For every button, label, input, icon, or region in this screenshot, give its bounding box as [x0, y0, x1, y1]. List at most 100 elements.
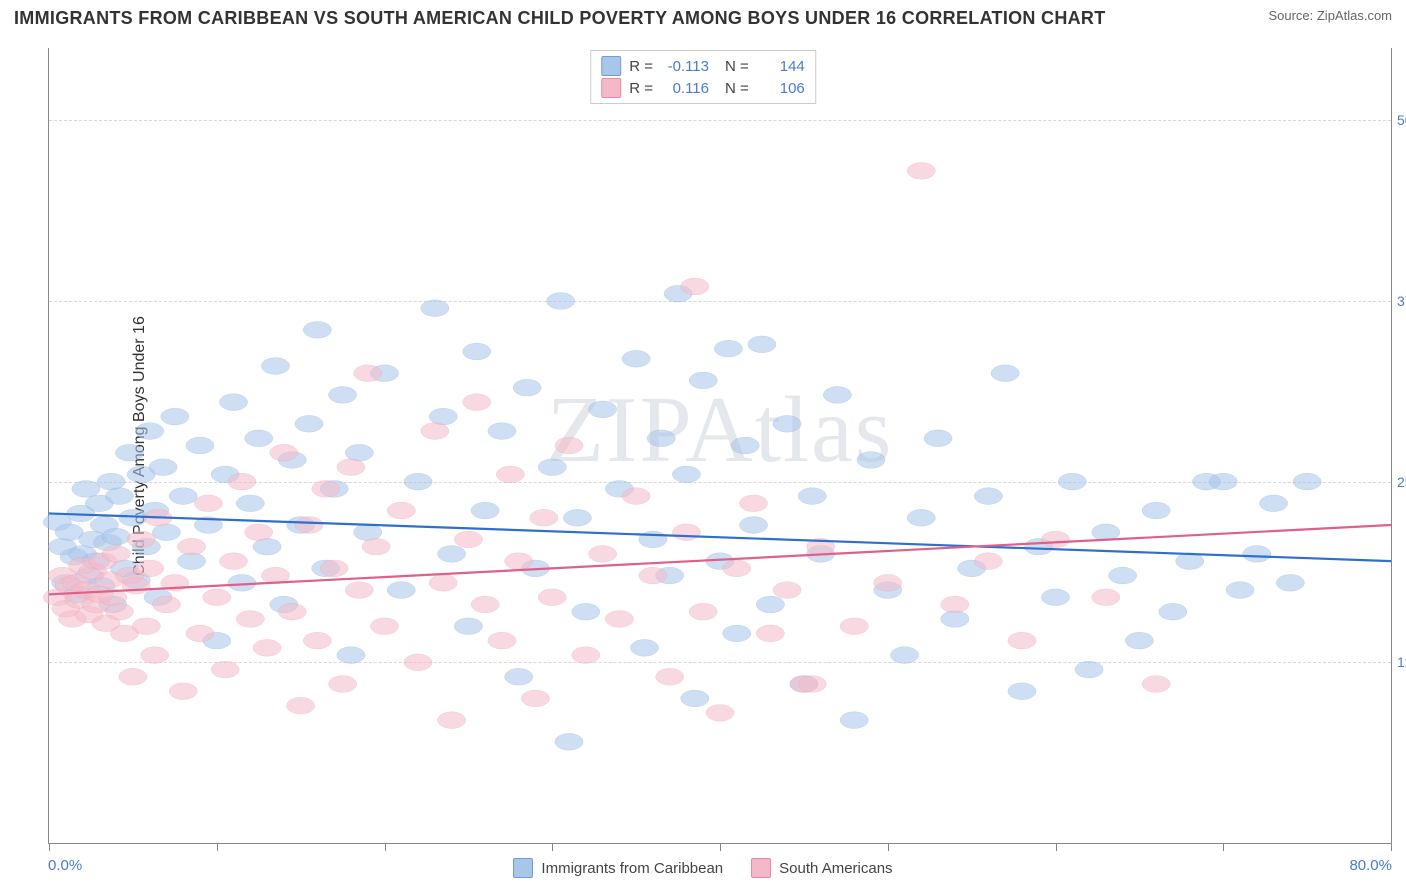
data-point: [1159, 603, 1187, 620]
data-point: [270, 444, 298, 461]
x-tick: [552, 843, 553, 851]
scatter-svg: [49, 48, 1391, 843]
data-point: [890, 647, 918, 664]
legend-r-label: R =: [629, 80, 653, 97]
data-point: [454, 531, 482, 548]
data-point: [874, 574, 902, 591]
data-point: [1142, 676, 1170, 693]
data-point: [1041, 531, 1069, 548]
data-point: [1243, 546, 1271, 563]
data-point: [328, 387, 356, 404]
data-point: [122, 577, 150, 594]
data-point: [1142, 502, 1170, 519]
data-point: [572, 647, 600, 664]
data-point: [991, 365, 1019, 382]
data-point: [773, 415, 801, 432]
data-point: [438, 712, 466, 729]
y-tick-label: 37.5%: [1397, 293, 1406, 309]
data-point: [203, 589, 231, 606]
data-point: [328, 676, 356, 693]
data-point: [161, 408, 189, 425]
data-point: [186, 437, 214, 454]
x-tick: [888, 843, 889, 851]
data-point: [513, 379, 541, 396]
x-tick: [1223, 843, 1224, 851]
data-point: [337, 647, 365, 664]
data-point: [345, 582, 373, 599]
data-point: [194, 495, 222, 512]
data-point: [421, 423, 449, 440]
data-point: [454, 618, 482, 635]
data-point: [974, 553, 1002, 570]
data-point: [974, 488, 1002, 505]
data-point: [496, 466, 524, 483]
data-point: [1109, 567, 1137, 584]
data-point: [941, 596, 969, 613]
data-point: [1209, 473, 1237, 490]
data-point: [538, 589, 566, 606]
data-point: [530, 509, 558, 526]
legend-r-value: -0.113: [661, 58, 709, 75]
legend-n-label: N =: [725, 58, 749, 75]
data-point: [404, 473, 432, 490]
data-point: [295, 517, 323, 534]
data-point: [748, 336, 776, 353]
data-point: [622, 488, 650, 505]
data-point: [463, 394, 491, 411]
data-point: [505, 553, 533, 570]
data-point: [312, 481, 340, 498]
data-point: [714, 340, 742, 357]
data-point: [102, 528, 130, 545]
data-point: [706, 705, 734, 722]
data-point: [689, 372, 717, 389]
data-point: [647, 430, 675, 447]
data-point: [387, 582, 415, 599]
header: IMMIGRANTS FROM CARIBBEAN VS SOUTH AMERI…: [0, 0, 1406, 33]
data-point: [320, 560, 348, 577]
data-point: [236, 611, 264, 628]
legend-row: R =0.116N =106: [601, 77, 805, 99]
legend-r-value: 0.116: [661, 80, 709, 97]
plot-area: ZIPAtlas 12.5%25.0%37.5%50.0%: [48, 48, 1392, 844]
data-point: [1075, 661, 1103, 678]
data-point: [177, 538, 205, 555]
data-point: [672, 466, 700, 483]
data-point: [236, 495, 264, 512]
data-point: [295, 415, 323, 432]
legend-swatch: [601, 56, 621, 76]
data-point: [149, 459, 177, 476]
legend-swatch: [513, 858, 533, 878]
data-point: [488, 423, 516, 440]
data-point: [303, 632, 331, 649]
data-point: [471, 596, 499, 613]
data-point: [739, 495, 767, 512]
data-point: [152, 596, 180, 613]
x-tick: [217, 843, 218, 851]
data-point: [1041, 589, 1069, 606]
data-point: [1276, 574, 1304, 591]
legend-n-label: N =: [725, 80, 749, 97]
data-point: [563, 509, 591, 526]
data-point: [245, 430, 273, 447]
data-point: [345, 444, 373, 461]
data-point: [211, 661, 239, 678]
data-point: [354, 524, 382, 541]
data-point: [823, 387, 851, 404]
data-point: [798, 488, 826, 505]
data-point: [798, 676, 826, 693]
data-point: [278, 603, 306, 620]
data-point: [1008, 683, 1036, 700]
series-legend-item: Immigrants from Caribbean: [513, 858, 723, 878]
data-point: [773, 582, 801, 599]
legend-r-label: R =: [629, 58, 653, 75]
x-tick: [720, 843, 721, 851]
data-point: [731, 437, 759, 454]
data-point: [538, 459, 566, 476]
data-point: [186, 625, 214, 642]
data-point: [756, 596, 784, 613]
data-point: [1092, 524, 1120, 541]
data-point: [723, 625, 751, 642]
data-point: [354, 365, 382, 382]
data-point: [219, 394, 247, 411]
data-point: [471, 502, 499, 519]
